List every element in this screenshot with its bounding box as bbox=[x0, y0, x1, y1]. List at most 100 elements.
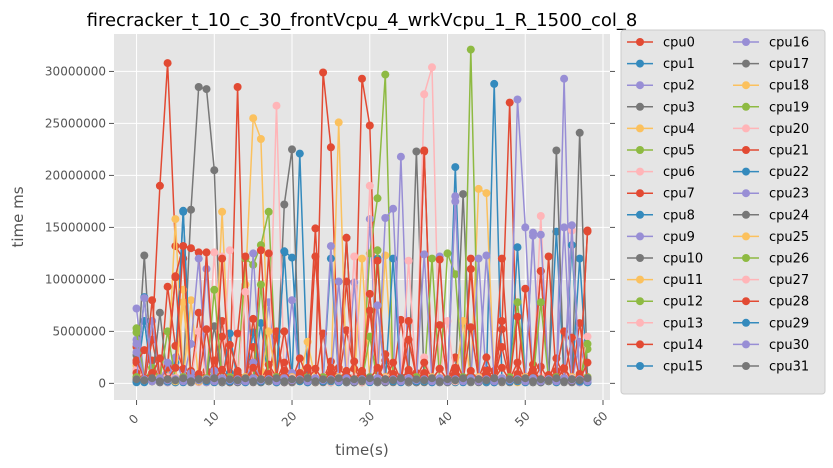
data-point-cpu7 bbox=[311, 224, 320, 233]
legend-item-cpu18: cpu18 bbox=[733, 79, 809, 94]
data-point-cpu4 bbox=[249, 114, 258, 123]
data-point-cpu7 bbox=[187, 244, 195, 253]
data-point-cpu1 bbox=[575, 254, 584, 263]
legend-item-cpu1: cpu1 bbox=[627, 57, 695, 72]
legend-label: cpu1 bbox=[663, 57, 695, 72]
data-point-cpu8 bbox=[288, 253, 296, 262]
data-point-cpu28 bbox=[132, 356, 141, 365]
data-point-cpu7 bbox=[194, 248, 203, 257]
legend-item-cpu6: cpu6 bbox=[627, 165, 695, 180]
data-point-cpu4 bbox=[381, 251, 390, 260]
data-point-cpu31 bbox=[490, 374, 499, 383]
data-point-cpu31 bbox=[575, 376, 584, 385]
legend-label: cpu9 bbox=[663, 230, 695, 245]
legend-swatch-marker bbox=[636, 124, 644, 133]
data-point-cpu4 bbox=[334, 118, 343, 127]
data-point-cpu31 bbox=[474, 375, 483, 384]
data-point-cpu0 bbox=[365, 121, 374, 130]
data-point-cpu3 bbox=[575, 128, 584, 137]
data-point-cpu13 bbox=[350, 252, 359, 261]
data-point-cpu7 bbox=[218, 332, 227, 341]
data-point-cpu31 bbox=[451, 376, 460, 385]
y-tick-label: 15000000 bbox=[45, 220, 106, 234]
data-point-cpu28 bbox=[466, 366, 475, 375]
data-point-cpu31 bbox=[443, 375, 452, 384]
data-point-cpu2 bbox=[513, 95, 522, 104]
data-point-cpu6 bbox=[536, 212, 545, 220]
data-point-cpu31 bbox=[249, 377, 258, 386]
data-point-cpu31 bbox=[264, 376, 273, 385]
legend-item-cpu24: cpu24 bbox=[733, 208, 809, 223]
legend-label: cpu7 bbox=[663, 187, 695, 202]
legend-swatch-marker bbox=[636, 210, 644, 219]
legend-label: cpu16 bbox=[769, 36, 809, 51]
legend-label: cpu2 bbox=[663, 79, 695, 94]
data-point-cpu21 bbox=[389, 358, 398, 367]
data-point-cpu31 bbox=[529, 377, 537, 386]
legend-item-cpu15: cpu15 bbox=[627, 360, 703, 375]
data-point-cpu31 bbox=[412, 375, 421, 384]
data-point-cpu0 bbox=[358, 74, 366, 83]
legend-item-cpu11: cpu11 bbox=[627, 273, 703, 288]
data-point-cpu31 bbox=[544, 376, 553, 385]
data-point-cpu1 bbox=[256, 319, 265, 328]
legend-swatch-marker bbox=[742, 297, 750, 306]
data-point-cpu31 bbox=[365, 374, 374, 383]
data-point-cpu31 bbox=[194, 375, 203, 384]
legend-item-cpu20: cpu20 bbox=[733, 122, 809, 137]
legend-label: cpu0 bbox=[663, 36, 695, 51]
legend-swatch-marker bbox=[636, 362, 644, 370]
data-point-cpu3 bbox=[288, 145, 296, 154]
data-point-cpu21 bbox=[451, 363, 460, 372]
legend-item-cpu29: cpu29 bbox=[733, 316, 809, 331]
data-point-cpu31 bbox=[202, 376, 211, 385]
data-point-cpu14 bbox=[435, 321, 444, 330]
data-point-cpu31 bbox=[389, 376, 398, 385]
data-point-cpu6 bbox=[272, 101, 281, 110]
data-point-cpu31 bbox=[459, 374, 468, 383]
data-point-cpu28 bbox=[404, 365, 413, 374]
data-point-cpu2 bbox=[202, 265, 211, 273]
data-point-cpu28 bbox=[373, 363, 382, 372]
legend-label: cpu22 bbox=[769, 165, 809, 180]
legend-item-cpu30: cpu30 bbox=[733, 338, 809, 353]
legend-label: cpu13 bbox=[663, 316, 703, 331]
data-point-cpu28 bbox=[497, 363, 506, 372]
legend-swatch-marker bbox=[636, 189, 644, 198]
data-point-cpu14 bbox=[194, 308, 203, 317]
data-point-cpu31 bbox=[132, 375, 141, 384]
data-point-cpu19 bbox=[210, 285, 219, 294]
data-point-cpu31 bbox=[567, 375, 576, 384]
data-point-cpu0 bbox=[536, 362, 545, 371]
legend-item-cpu5: cpu5 bbox=[627, 144, 695, 159]
data-point-cpu16 bbox=[420, 250, 429, 259]
legend-swatch-marker bbox=[742, 102, 750, 111]
data-point-cpu21 bbox=[264, 249, 273, 258]
series-cpu31 bbox=[132, 374, 592, 386]
data-point-cpu23 bbox=[163, 358, 172, 367]
data-point-cpu1 bbox=[451, 163, 460, 172]
legend-swatch-marker bbox=[742, 146, 750, 154]
data-point-cpu0 bbox=[171, 242, 180, 251]
y-tick-label: 5000000 bbox=[53, 324, 106, 338]
data-point-cpu31 bbox=[466, 377, 475, 386]
data-point-cpu7 bbox=[521, 284, 530, 293]
data-point-cpu16 bbox=[482, 251, 491, 260]
data-point-cpu8 bbox=[567, 241, 576, 250]
data-point-cpu5 bbox=[451, 270, 460, 279]
legend-label: cpu20 bbox=[769, 122, 809, 137]
data-point-cpu23 bbox=[451, 192, 460, 201]
data-point-cpu2 bbox=[350, 278, 359, 287]
data-point-cpu31 bbox=[326, 376, 335, 385]
data-point-cpu8 bbox=[513, 243, 522, 252]
data-point-cpu13 bbox=[241, 287, 250, 296]
data-point-cpu19 bbox=[163, 327, 172, 336]
data-point-cpu31 bbox=[428, 374, 436, 383]
data-point-cpu16 bbox=[536, 230, 545, 239]
legend-label: cpu26 bbox=[769, 252, 809, 267]
data-point-cpu11 bbox=[358, 254, 366, 263]
data-point-cpu31 bbox=[583, 374, 592, 383]
data-point-cpu31 bbox=[218, 377, 227, 386]
legend-label: cpu4 bbox=[663, 122, 695, 137]
data-point-cpu16 bbox=[334, 277, 343, 286]
